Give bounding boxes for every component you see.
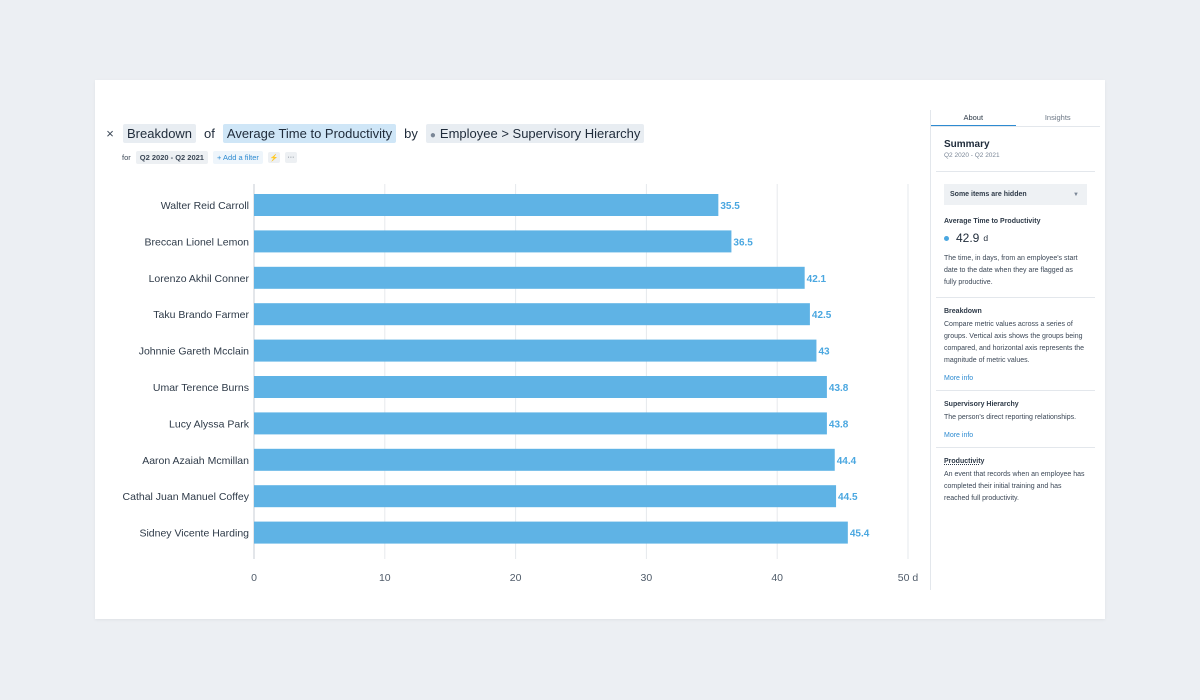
bar — [254, 448, 835, 471]
x-tick-label: 0 — [251, 572, 257, 584]
group-chip[interactable]: ● Employee > Supervisory Hierarchy — [425, 123, 645, 143]
bar — [254, 339, 817, 362]
category-label: Lucy Alyssa Park — [169, 418, 250, 430]
category-label: Cathal Juan Manuel Coffey — [123, 491, 250, 503]
category-label: Breccan Lionel Lemon — [145, 236, 250, 248]
value-label: 43.8 — [829, 419, 849, 430]
bar — [254, 266, 805, 289]
bar — [254, 376, 827, 398]
by-label: by — [404, 125, 418, 141]
tab-about[interactable]: About — [931, 110, 1016, 126]
metric-chip[interactable]: Average Time to Productivity — [222, 123, 397, 143]
breakdown-more-info-link[interactable]: More info — [944, 375, 974, 382]
value-label: 42.1 — [807, 274, 827, 285]
metric-label: Average Time to Productivity — [944, 218, 1041, 225]
bar — [254, 230, 732, 253]
report-header: × Breakdown of Average Time to Productiv… — [103, 123, 645, 143]
value-label: 43.8 — [829, 383, 849, 394]
divider — [936, 297, 1095, 298]
hierarchy-title: Supervisory Hierarchy — [944, 401, 1019, 408]
bar — [254, 303, 810, 326]
category-label: Sidney Vicente Harding — [139, 528, 249, 540]
report-card: × Breakdown of Average Time to Productiv… — [95, 80, 1105, 619]
bolt-icon[interactable]: ⚡ — [267, 152, 280, 163]
close-icon[interactable]: × — [106, 125, 114, 141]
metric-unit: d — [983, 233, 989, 243]
divider — [936, 390, 1095, 391]
value-label: 42.5 — [812, 310, 832, 321]
hierarchy-description: The person's direct reporting relationsh… — [944, 414, 1077, 421]
value-label: 45.4 — [850, 529, 870, 540]
x-tick-label: 10 — [379, 572, 391, 584]
about-sidebar: About Insights Summary Q2 2020 - Q2 2021… — [931, 110, 1100, 590]
summary-period: Q2 2020 - Q2 2021 — [944, 152, 1000, 159]
bar-chart: 0 10 20 30 40 50 d Walter Reid Carroll 35.5 Brec… — [123, 184, 919, 584]
category-label: Aaron Azaiah Mcmillan — [142, 455, 249, 467]
tab-insights[interactable]: Insights — [1044, 113, 1071, 122]
category-label: Johnnie Gareth Mcclain — [139, 346, 249, 358]
value-label: 43 — [818, 347, 830, 358]
productivity-title[interactable]: Productivity — [944, 458, 985, 465]
bar — [254, 521, 848, 544]
group-chip-label: Employee > Supervisory Hierarchy — [439, 125, 641, 141]
hidden-items-dropdown[interactable]: Some items are hidden ▼ — [944, 184, 1087, 205]
sidebar-tabs: About Insights — [931, 110, 1100, 127]
dropdown-label: Some items are hidden — [950, 191, 1027, 198]
value-label: 44.4 — [837, 456, 857, 467]
filter-bar: for Q2 2020 - Q2 2021 + Add a filter ⚡ ·… — [122, 151, 297, 164]
category-label: Umar Terence Burns — [153, 382, 249, 394]
value-label: 35.5 — [720, 201, 740, 212]
chart-panel: × Breakdown of Average Time to Productiv… — [95, 80, 930, 619]
for-label: for — [122, 153, 131, 162]
metric-summary: 42.9 d — [944, 231, 1087, 245]
panel-divider — [930, 110, 931, 590]
visualization-type-chip[interactable]: Breakdown — [123, 123, 197, 143]
period-chip[interactable]: Q2 2020 - Q2 2021 — [135, 151, 208, 164]
add-filter-button[interactable]: + Add a filter — [212, 151, 263, 164]
bar — [254, 412, 827, 435]
x-tick-label: 20 — [510, 572, 522, 584]
of-label: of — [204, 125, 215, 141]
metric-value: 42.9 — [956, 231, 980, 245]
caret-down-icon: ▼ — [1073, 191, 1079, 198]
value-label: 36.5 — [733, 237, 753, 248]
x-tick-label: 30 — [641, 572, 653, 584]
category-label: Lorenzo Akhil Conner — [149, 273, 250, 285]
hierarchy-more-info-link[interactable]: More info — [944, 432, 974, 439]
productivity-description: An event that records when an employee h… — [944, 471, 1085, 502]
x-tick-label: 40 — [771, 572, 783, 584]
category-label: Taku Brando Farmer — [153, 309, 249, 321]
divider — [936, 447, 1095, 448]
series-dot-icon — [944, 235, 949, 241]
x-tick-label: 50 d — [898, 572, 919, 584]
summary-title: Summary — [944, 139, 990, 150]
metric-description: The time, in days, from an employee's st… — [944, 255, 1078, 286]
bar — [254, 485, 837, 508]
more-options-icon[interactable]: ··· — [284, 152, 297, 163]
breakdown-description: Compare metric values across a series of… — [944, 321, 1085, 364]
eye-icon: ● — [429, 129, 436, 141]
breakdown-title: Breakdown — [944, 308, 982, 315]
bar — [254, 194, 719, 216]
value-label: 44.5 — [838, 492, 858, 503]
divider — [936, 171, 1095, 172]
category-label: Walter Reid Carroll — [161, 200, 249, 212]
